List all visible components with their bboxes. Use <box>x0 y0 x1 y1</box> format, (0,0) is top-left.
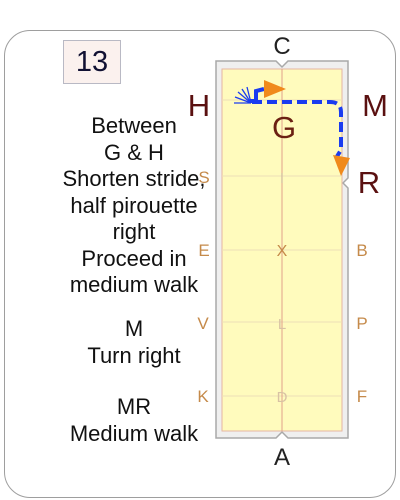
instruction-block-m: M Turn right <box>18 316 250 369</box>
letter-s: S <box>198 168 209 187</box>
instruction-line: right <box>112 219 156 244</box>
instruction-line: Between <box>91 113 177 138</box>
letter-i: I <box>280 170 284 187</box>
instruction-line: M <box>124 316 144 341</box>
instruction-line: MR <box>116 394 152 419</box>
letter-g: G <box>272 110 296 145</box>
instruction-block-between-g-h: Between G & H Shorten stride, half pirou… <box>18 113 250 299</box>
instruction-line: Turn right <box>87 342 181 368</box>
instruction-line: Proceed in <box>81 245 187 271</box>
letter-m: M <box>362 88 388 123</box>
letter-p: P <box>356 314 367 333</box>
letter-b: B <box>356 241 367 260</box>
letter-c: C <box>273 33 290 60</box>
letter-d: D <box>277 389 288 406</box>
direction-arrow-icon <box>264 80 286 98</box>
letter-a: A <box>274 444 290 471</box>
instruction-line: Shorten stride, <box>62 166 206 191</box>
movement-path-dashed <box>252 100 343 160</box>
letter-r: R <box>358 165 380 200</box>
instruction-line: Medium walk <box>69 420 199 446</box>
letter-v: V <box>197 314 209 333</box>
letter-l: L <box>278 316 286 333</box>
instruction-line: medium walk <box>69 272 199 297</box>
movement-number-badge: 13 <box>63 40 121 84</box>
instruction-line: G & H <box>104 139 164 165</box>
instruction-line: half pirouette <box>70 192 198 218</box>
letter-e: E <box>198 241 209 260</box>
instruction-block-mr: MR Medium walk <box>18 394 250 447</box>
direction-arrow-icon <box>333 155 350 176</box>
letter-h: H <box>188 88 210 123</box>
letter-f: F <box>357 387 367 406</box>
letter-x: X <box>277 243 288 260</box>
letter-k: K <box>197 387 209 406</box>
